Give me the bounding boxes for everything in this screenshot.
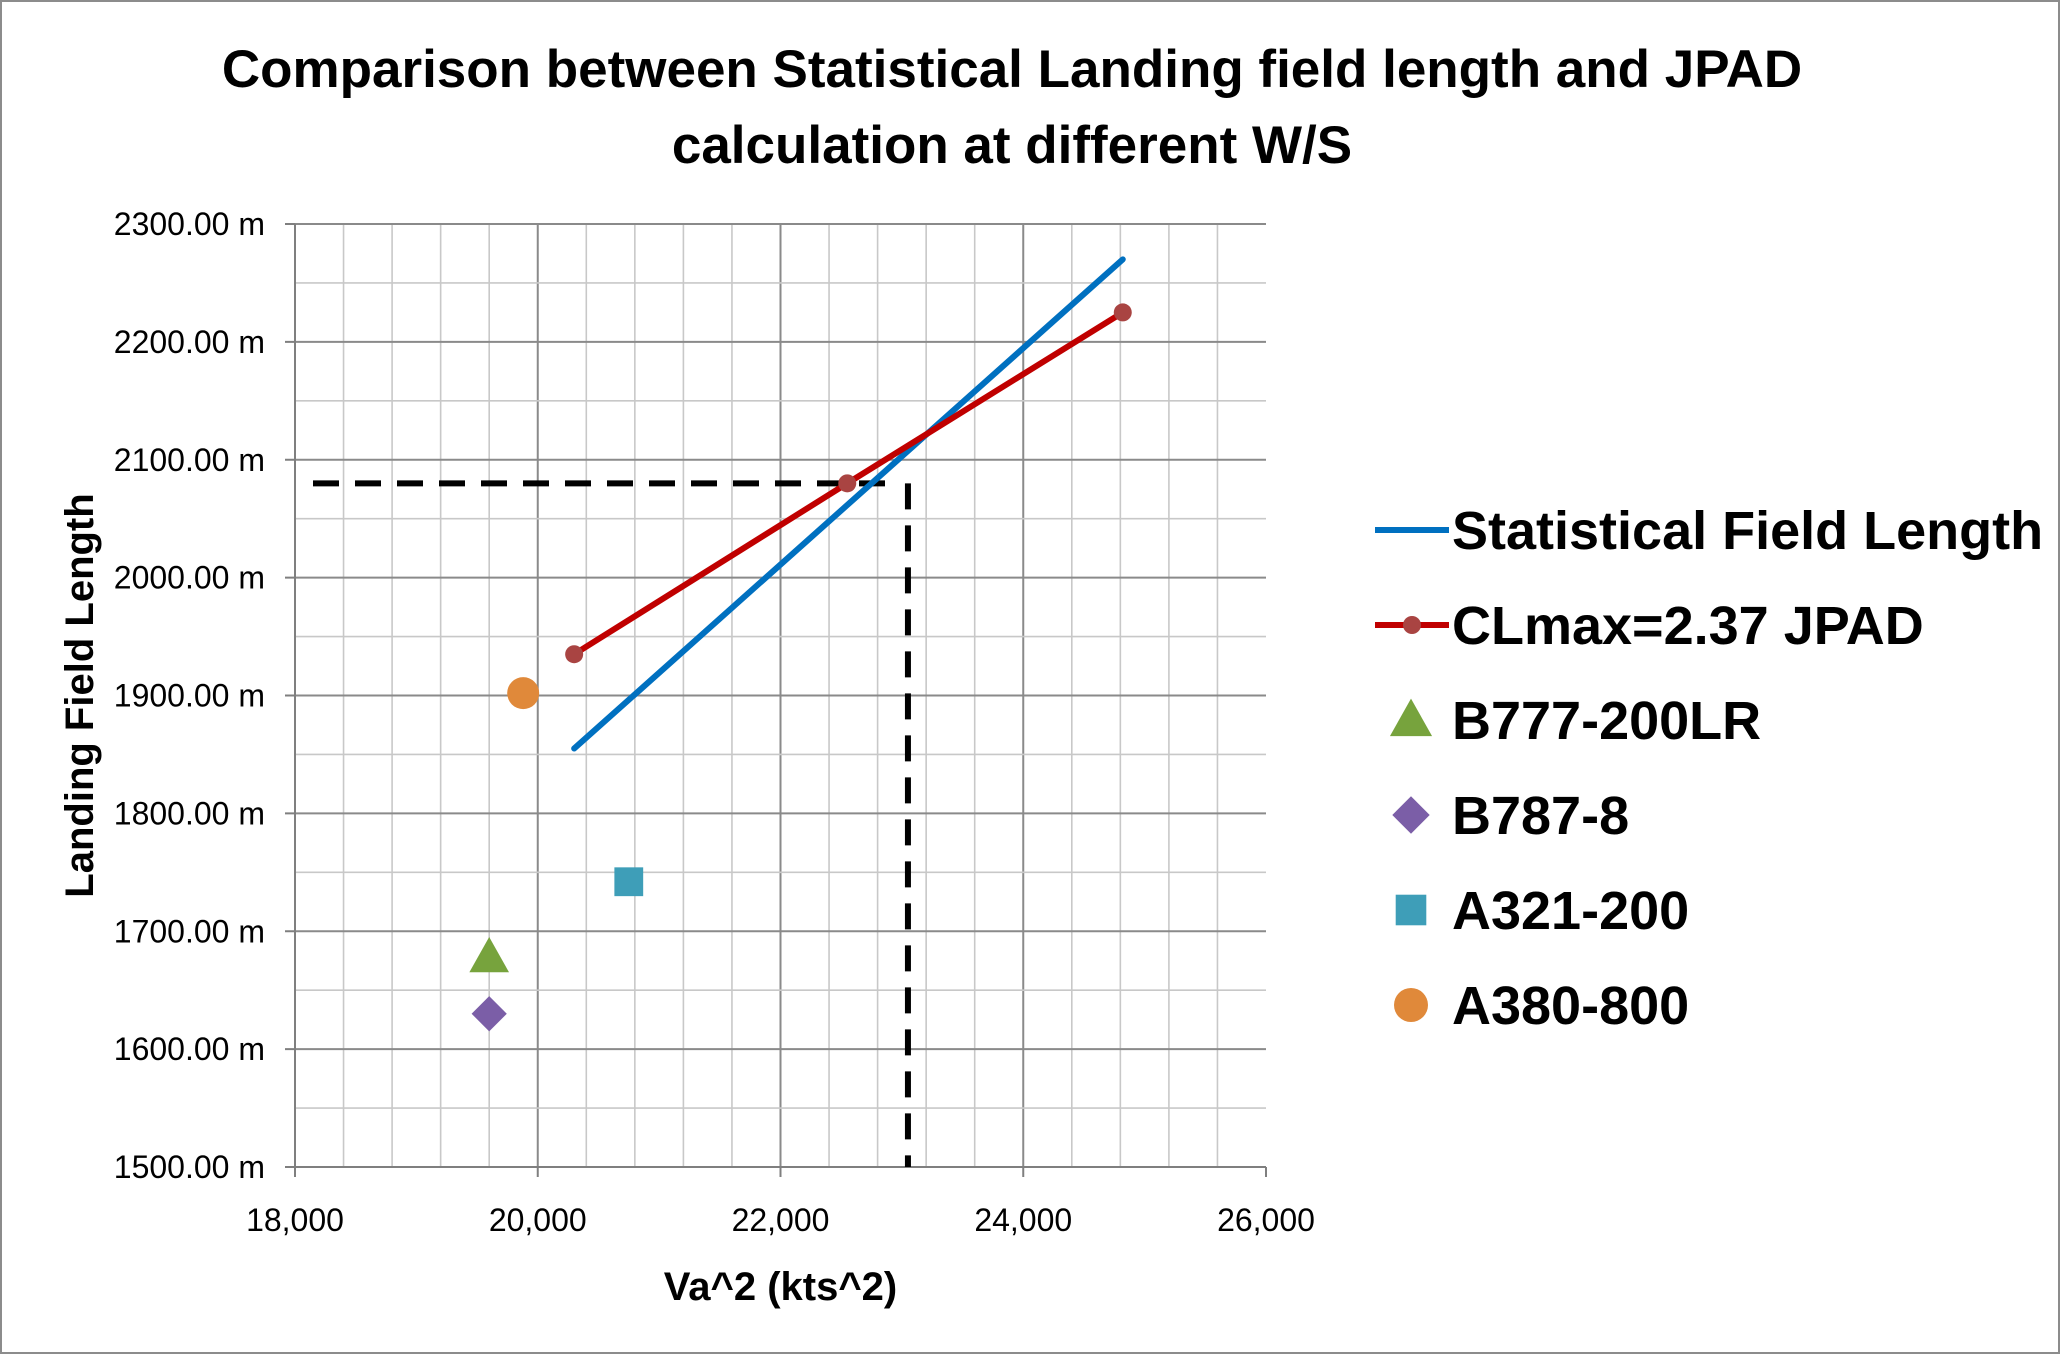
- x-axis-title: Va^2 (kts^2): [664, 1265, 898, 1309]
- chart-title-line-1: Comparison between Statistical Landing f…: [222, 40, 1802, 99]
- y-tick-label: 2300.00 m: [114, 206, 265, 242]
- y-tick-label: 1500.00 m: [114, 1149, 265, 1185]
- legend-item-5-label: A321-200: [1452, 881, 1689, 941]
- legend-item-2-swatch-marker: [1403, 616, 1421, 634]
- reference-lines: [313, 480, 911, 1167]
- series-clmax-2-37-jpad-point: [565, 645, 584, 664]
- y-tick-label: 2100.00 m: [114, 442, 265, 478]
- legend-item-4-swatch: [1392, 796, 1430, 834]
- series-b777-200lr-point: [469, 937, 510, 973]
- series-b787-8-point: [471, 996, 507, 1032]
- grid: [295, 223, 1266, 1167]
- series-clmax-2-37-jpad-point: [838, 474, 857, 493]
- tick-labels: 18,000 20,000 22,000 24,000 26,000 1500.00 m 1…: [114, 206, 1315, 1238]
- y-tick-label: 2200.00 m: [114, 324, 265, 360]
- legend-item-6-swatch: [1394, 988, 1428, 1022]
- axes: [285, 223, 1267, 1177]
- x-tick-label: 22,000: [732, 1202, 830, 1238]
- x-tick-label: 18,000: [246, 1202, 344, 1238]
- chart-title: Comparison between Statistical Landing f…: [222, 40, 1802, 175]
- x-tick-label: 26,000: [1217, 1202, 1315, 1238]
- legend-item-5-swatch: [1395, 894, 1427, 926]
- x-tick-label: 20,000: [489, 1202, 587, 1238]
- series-clmax-2-37-jpad-point: [1113, 303, 1132, 322]
- x-tick-label: 24,000: [974, 1202, 1072, 1238]
- legend-item-1-label: Statistical Field Length: [1452, 501, 2043, 561]
- legend-item-6-label: A380-800: [1452, 976, 1689, 1036]
- legend-item-4-label: B787-8: [1452, 786, 1629, 846]
- y-tick-label: 1800.00 m: [114, 795, 265, 831]
- y-tick-label: 1900.00 m: [114, 678, 265, 714]
- y-tick-label: 1600.00 m: [114, 1031, 265, 1067]
- y-tick-label: 2000.00 m: [114, 560, 265, 596]
- legend-item-3-label: B777-200LR: [1452, 691, 1761, 751]
- series-a321-200-point: [614, 867, 644, 897]
- chart-title-line-2: calculation at different W/S: [672, 116, 1352, 175]
- legend-item-2-label: CLmax=2.37 JPAD: [1452, 596, 1924, 656]
- series: [469, 256, 1132, 1032]
- y-axis-title: Landing Field Length: [58, 493, 102, 897]
- legend-item-3-swatch: [1389, 698, 1433, 737]
- legend: Statistical Field Length CLmax=2.37 JPAD B…: [1375, 501, 2043, 1036]
- y-tick-label: 1700.00 m: [114, 913, 265, 949]
- series-statistical-field-length-line: [571, 256, 1126, 752]
- axis-titles: Va^2 (kts^2) Landing Field Length: [58, 493, 897, 1309]
- series-a380-800-point: [507, 677, 540, 710]
